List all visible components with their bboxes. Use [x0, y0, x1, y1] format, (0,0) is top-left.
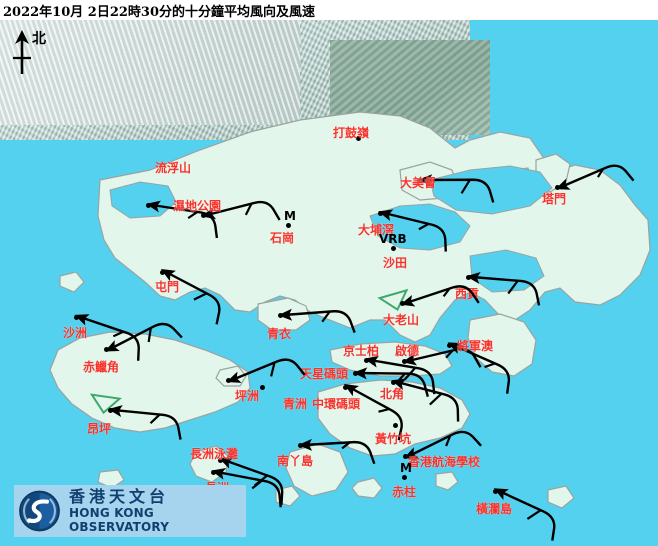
station-dot-青衣[interactable]: [278, 313, 283, 318]
station-dot-將軍澳[interactable]: [447, 343, 452, 348]
station-dot-橫瀾島[interactable]: [493, 489, 498, 494]
station-dot-長洲[interactable]: [211, 470, 216, 475]
north-label: 北: [32, 31, 46, 47]
station-dot-屯門[interactable]: [160, 270, 165, 275]
logo-chinese-name: 香港天文台: [68, 487, 169, 506]
station-dot-天星碼頭[interactable]: [353, 371, 358, 376]
station-label-屯門[interactable]: 屯門: [155, 280, 180, 294]
station-label-南丫島[interactable]: 南丫島: [277, 454, 314, 468]
station-label-青洲[interactable]: 青洲: [283, 397, 308, 411]
station-label-流浮山[interactable]: 流浮山: [155, 161, 192, 175]
station-label-塔門[interactable]: 塔門: [542, 192, 567, 206]
station-label-打鼓嶺[interactable]: 打鼓嶺: [333, 126, 370, 140]
station-dot-昂坪[interactable]: [108, 408, 113, 413]
wind-barb-昂坪: [89, 393, 182, 440]
station-label-啟德[interactable]: 啟德: [395, 344, 420, 358]
station-dot-西貢[interactable]: [466, 275, 471, 280]
station-dot-黃竹坑[interactable]: [393, 423, 398, 428]
satellite-texture-urban: [0, 20, 300, 125]
wind-barb-南丫島: [298, 438, 376, 465]
north-arrow: 北: [6, 28, 66, 80]
station-label-香港航海學校[interactable]: 香港航海學校: [408, 455, 481, 469]
station-dot-坪洲[interactable]: [226, 378, 231, 383]
wind-barb-西貢: [466, 272, 541, 306]
observatory-emblem-icon: [19, 490, 60, 532]
station-label-黃竹坑[interactable]: 黃竹坑: [375, 432, 412, 446]
station-label-昂坪[interactable]: 昂坪: [87, 422, 112, 436]
station-dot-大美督[interactable]: [418, 178, 423, 183]
station-label-大美督[interactable]: 大美督: [400, 176, 437, 190]
station-label-赤柱[interactable]: 赤柱: [392, 485, 417, 499]
station-label-沙洲[interactable]: 沙洲: [63, 326, 88, 340]
station-label-濕地公園[interactable]: 濕地公園: [173, 199, 222, 213]
station-dot-石崗[interactable]: [286, 223, 291, 228]
station-dot-北角[interactable]: [391, 380, 396, 385]
variable-marker-沙田: VRB: [379, 232, 407, 246]
station-dot-打鼓嶺[interactable]: [356, 136, 361, 141]
station-label-大埔滘[interactable]: 大埔滘: [358, 223, 395, 237]
station-label-赤鱲角[interactable]: 赤鱲角: [83, 360, 120, 374]
calm-marker-赤柱: M: [400, 461, 412, 475]
logo-english-name: HONG KONG OBSERVATORY: [68, 506, 170, 534]
station-dot-啟德[interactable]: [402, 359, 407, 364]
station-label-天星碼頭[interactable]: 天星碼頭: [300, 367, 349, 381]
station-label-長洲泳灘[interactable]: 長洲泳灘: [190, 447, 239, 461]
station-dot-大老山[interactable]: [400, 301, 405, 306]
station-label-石崗[interactable]: 石崗: [270, 231, 295, 245]
station-dot-中環碼頭[interactable]: [343, 385, 348, 390]
station-dot-沙田[interactable]: [391, 246, 396, 251]
station-dot-塔門[interactable]: [555, 185, 560, 190]
station-label-西貢[interactable]: 西貢: [455, 287, 480, 301]
station-label-中環碼頭[interactable]: 中環碼頭: [312, 397, 361, 411]
station-dot-沙洲[interactable]: [74, 315, 79, 320]
station-label-沙田[interactable]: 沙田: [383, 256, 408, 270]
station-label-京士柏[interactable]: 京士柏: [343, 344, 380, 358]
station-label-坪洲[interactable]: 坪洲: [235, 389, 260, 403]
station-dot-京士柏[interactable]: [364, 358, 369, 363]
wind-barb-青衣: [278, 308, 356, 333]
calm-marker-石崗: M: [284, 209, 296, 223]
station-dot-南丫島[interactable]: [298, 443, 303, 448]
station-label-大老山[interactable]: 大老山: [383, 313, 420, 327]
station-dot-長洲泳灘[interactable]: [218, 458, 223, 463]
station-dot-流浮山[interactable]: [146, 203, 151, 208]
station-label-橫瀾島[interactable]: 橫瀾島: [476, 502, 513, 516]
hko-logo: 香港天文台 HONG KONG OBSERVATORY: [14, 485, 246, 537]
station-label-青衣[interactable]: 青衣: [267, 327, 292, 341]
station-dot-濕地公園[interactable]: [201, 213, 206, 218]
map-canvas[interactable]: 北 打鼓嶺流浮山濕地公園 M 石崗 大美督塔門大埔滘 VRB 沙田屯門西貢大老山沙洲 青衣赤…: [0, 20, 658, 546]
station-dot-香港航海學校[interactable]: [403, 454, 408, 459]
station-label-將軍澳[interactable]: 將軍澳: [457, 339, 494, 353]
station-dot-赤柱[interactable]: [402, 475, 407, 480]
station-dot-大埔滘[interactable]: [378, 211, 383, 216]
station-dot-赤鱲角[interactable]: [104, 347, 109, 352]
wind-barb-大美督: [418, 174, 495, 203]
north-arrow-icon: [13, 30, 31, 74]
station-dot-青洲[interactable]: [260, 385, 265, 390]
page-title: 2022年10月 2日22時30分的十分鐘平均風向及風速: [3, 5, 316, 20]
station-label-北角[interactable]: 北角: [380, 387, 405, 401]
